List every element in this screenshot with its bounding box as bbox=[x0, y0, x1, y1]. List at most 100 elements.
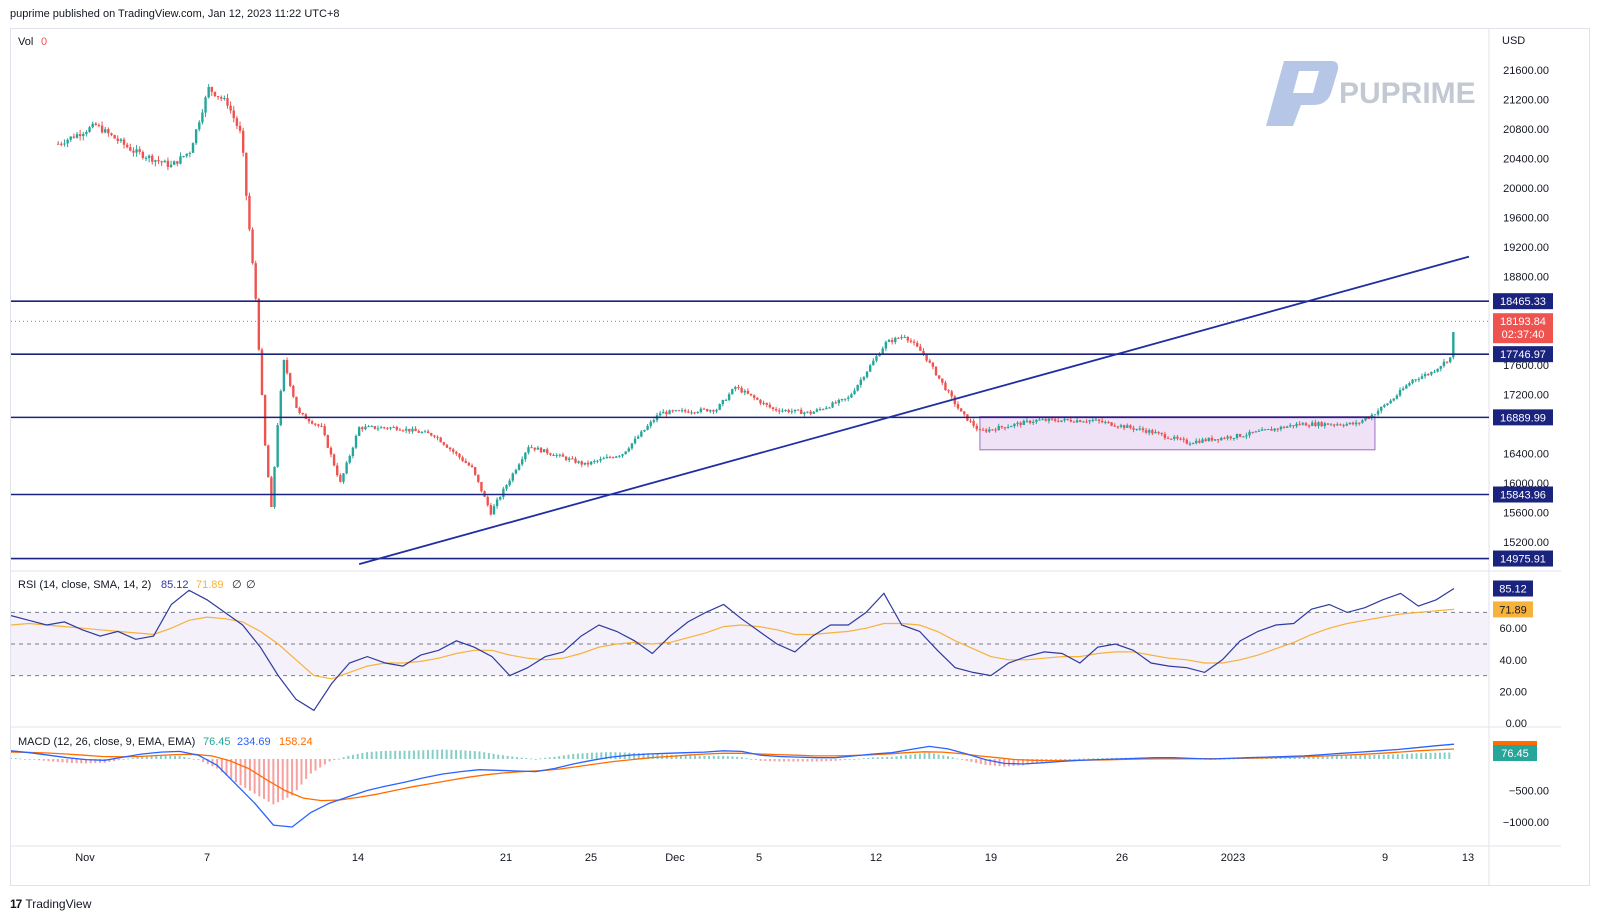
macd-histogram-bar bbox=[375, 751, 378, 759]
candle-body bbox=[633, 438, 637, 444]
candle-body bbox=[1050, 418, 1054, 420]
macd-histogram-bar bbox=[225, 759, 228, 776]
macd-histogram-bar bbox=[1401, 754, 1404, 759]
candle-body bbox=[480, 481, 483, 492]
candle-body bbox=[1442, 361, 1446, 367]
macd-histogram-bar bbox=[1312, 756, 1315, 759]
candle-body bbox=[546, 449, 549, 454]
candle-body bbox=[997, 426, 1000, 431]
candle-body bbox=[1314, 422, 1317, 426]
macd-histogram-bar bbox=[515, 757, 518, 759]
macd-histogram-bar bbox=[675, 754, 678, 759]
macd-histogram-bar bbox=[352, 754, 355, 759]
candle-body bbox=[1166, 437, 1170, 439]
candle-body bbox=[752, 395, 756, 398]
candle-body bbox=[433, 435, 436, 437]
candle-body bbox=[1182, 438, 1185, 440]
candle-body bbox=[1006, 426, 1010, 429]
candle-body bbox=[568, 458, 571, 460]
macd-histogram-bar bbox=[220, 759, 223, 772]
level-badge-value: 16889.99 bbox=[1500, 412, 1546, 424]
candle-body bbox=[1179, 438, 1182, 440]
macd-histogram-bar bbox=[979, 759, 982, 764]
price-tick-label: 18800.00 bbox=[1503, 272, 1549, 284]
candle-body bbox=[709, 410, 712, 412]
candle-body bbox=[787, 409, 790, 413]
candle-body bbox=[963, 411, 966, 415]
candle-body bbox=[1358, 422, 1361, 424]
candle-body bbox=[574, 458, 577, 463]
macd-histogram-bar bbox=[56, 759, 59, 762]
rsi-line bbox=[10, 587, 1455, 712]
candle-body bbox=[235, 118, 239, 126]
candle-body bbox=[226, 98, 229, 106]
macd-histogram-bar bbox=[178, 755, 181, 759]
candle-body bbox=[1242, 436, 1245, 438]
candle-body bbox=[646, 425, 649, 430]
candle-body bbox=[834, 402, 837, 404]
candle-body bbox=[665, 411, 668, 415]
candle-body bbox=[251, 229, 254, 264]
candle-body bbox=[245, 152, 248, 196]
candle-body bbox=[978, 429, 982, 431]
candle-body bbox=[1235, 433, 1239, 438]
candle-body bbox=[1342, 425, 1345, 427]
macd-histogram-bar bbox=[19, 758, 22, 760]
macd-histogram-bar bbox=[1410, 753, 1413, 759]
candle-body bbox=[1028, 420, 1032, 423]
candle-body bbox=[884, 341, 888, 349]
chart-canvas[interactable]: PUPRIME Vol 0 USD 21600.00 21200.00 20800.… bbox=[10, 29, 1589, 885]
macd-histogram-bar bbox=[403, 750, 406, 759]
candle-body bbox=[881, 348, 884, 355]
macd-histogram-bar bbox=[333, 759, 336, 761]
candle-body bbox=[1445, 361, 1449, 363]
macd-histogram-bar bbox=[576, 753, 579, 759]
level-badge bbox=[1493, 550, 1553, 567]
candle-body bbox=[988, 429, 991, 432]
candle-body bbox=[627, 448, 630, 452]
macd-histogram-bar bbox=[1434, 752, 1437, 759]
macd-histogram-bar bbox=[394, 750, 397, 759]
candle-body bbox=[1191, 443, 1195, 445]
macd-histogram-bar bbox=[234, 759, 237, 783]
currency-label: USD bbox=[1502, 35, 1525, 47]
price-tick-label: 21200.00 bbox=[1503, 95, 1549, 107]
rsi-pane: 60.00 40.00 20.00 0.00 85.12 71.89 bbox=[10, 580, 1533, 730]
candle-body bbox=[135, 149, 138, 153]
candle-body bbox=[198, 122, 201, 130]
candle-body bbox=[1264, 429, 1267, 431]
candle-body bbox=[94, 123, 98, 126]
candle-body bbox=[602, 458, 605, 460]
candle-body bbox=[837, 399, 841, 404]
candle-body bbox=[63, 143, 66, 145]
macd-histogram-bar bbox=[633, 752, 636, 759]
macd-histogram-bar bbox=[1026, 759, 1029, 765]
macd-histogram-bar bbox=[759, 759, 762, 761]
candle-body bbox=[508, 480, 511, 486]
candle-body bbox=[1411, 379, 1414, 384]
candle-body bbox=[260, 349, 264, 395]
time-axis-label: 2023 bbox=[1221, 852, 1245, 864]
candle-body bbox=[821, 409, 825, 411]
macd-histogram-bar bbox=[651, 753, 654, 759]
candle-body bbox=[1144, 430, 1148, 433]
level-badge bbox=[1493, 409, 1553, 426]
macd-histogram-bar bbox=[412, 750, 415, 759]
candle-body bbox=[417, 431, 420, 433]
candle-body bbox=[1323, 423, 1326, 427]
macd-histogram-bar bbox=[904, 755, 907, 759]
candle-body bbox=[1041, 419, 1044, 421]
candle-body bbox=[220, 97, 223, 99]
ascending-trendline[interactable] bbox=[358, 255, 1470, 565]
time-axis: Nov 7 14 21 25 Dec 5 12 19 26 2023 9 13 bbox=[75, 852, 1474, 864]
price-tick-label: 15600.00 bbox=[1503, 508, 1549, 520]
macd-histogram-bar bbox=[1082, 758, 1085, 760]
chart-frame[interactable]: PUPRIME Vol 0 USD 21600.00 21200.00 20800.… bbox=[10, 28, 1590, 886]
candle-body bbox=[307, 418, 311, 422]
macd-histogram-bar bbox=[1321, 756, 1324, 759]
candle-body bbox=[621, 454, 624, 456]
macd-histogram-bar bbox=[506, 755, 509, 759]
price-tick-label: 19600.00 bbox=[1503, 213, 1549, 225]
tradingview-footer: 17 TradingView bbox=[10, 897, 91, 911]
rsi-legend-extra-2: ∅ bbox=[246, 579, 256, 591]
